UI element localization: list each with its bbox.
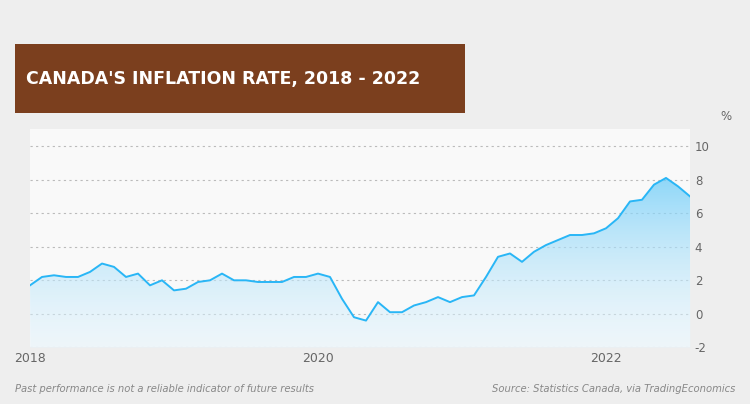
Text: CANADA'S INFLATION RATE, 2018 - 2022: CANADA'S INFLATION RATE, 2018 - 2022 xyxy=(26,70,421,88)
Text: %: % xyxy=(721,110,732,123)
Text: Past performance is not a reliable indicator of future results: Past performance is not a reliable indic… xyxy=(15,384,314,394)
Text: Source: Statistics Canada, via TradingEconomics: Source: Statistics Canada, via TradingEc… xyxy=(492,384,735,394)
